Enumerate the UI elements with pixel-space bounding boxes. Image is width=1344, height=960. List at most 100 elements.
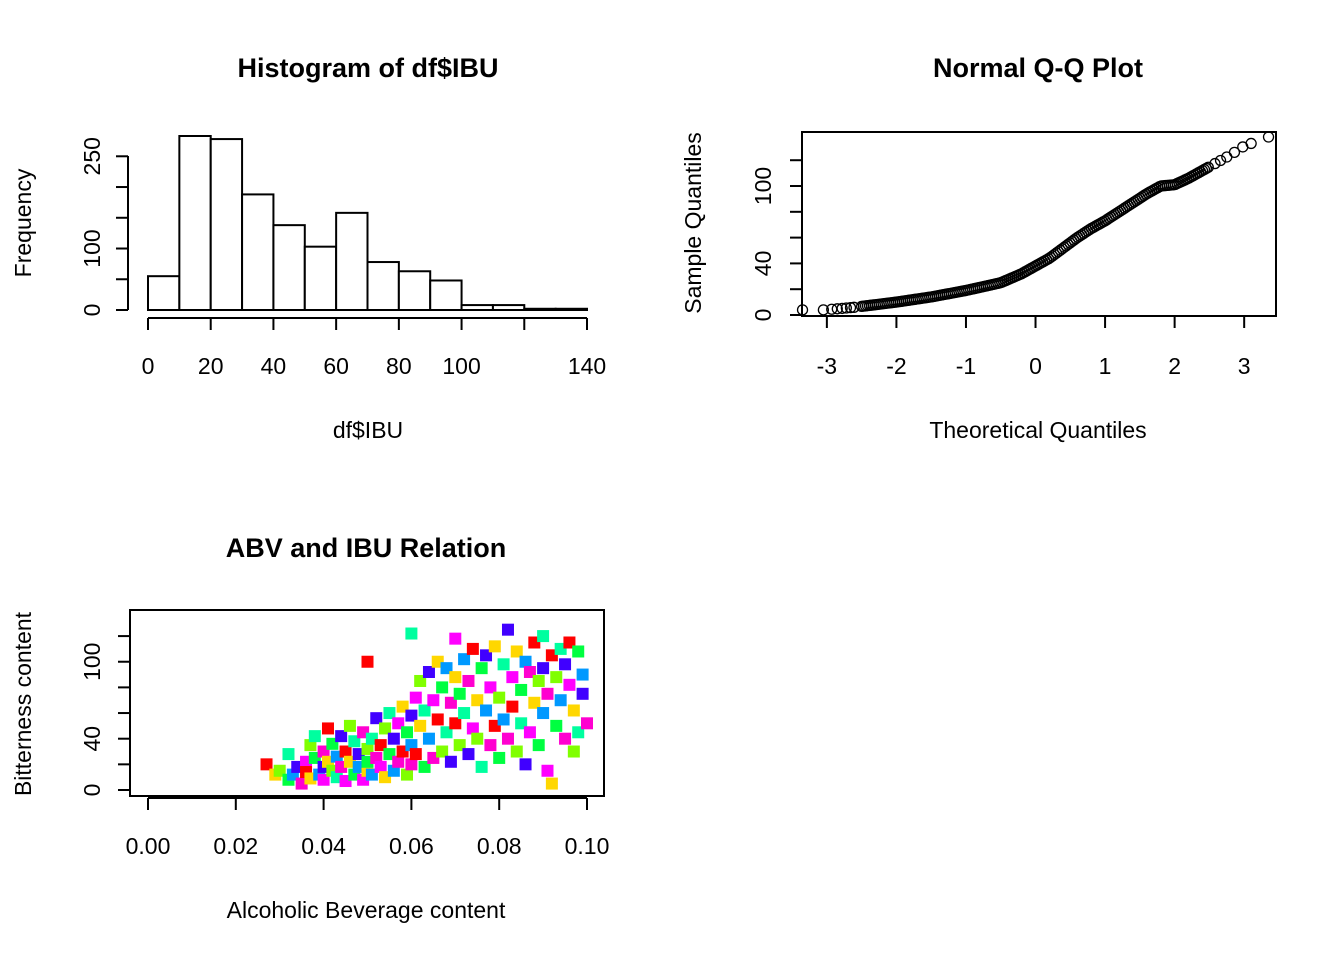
scatter-point	[431, 713, 444, 726]
scatter-point	[374, 760, 387, 773]
scatter-point	[550, 719, 563, 732]
scatter-point	[510, 645, 523, 658]
scatter-point	[422, 666, 435, 678]
scatter-point	[559, 658, 572, 671]
qq-point	[848, 301, 860, 313]
scatter-point	[480, 704, 493, 717]
qq-title: Normal Q-Q Plot	[933, 53, 1143, 83]
histogram-bar	[178, 135, 212, 311]
scatter-point	[537, 630, 550, 643]
qq-x-axis-label: Theoretical Quantiles	[929, 417, 1146, 443]
scatter-point	[576, 668, 589, 681]
histogram-bars	[147, 135, 589, 312]
histogram-title: Histogram of df$IBU	[237, 53, 498, 83]
histogram-bar	[429, 279, 463, 312]
scatter-point	[484, 739, 497, 752]
histogram-x-tick-label: 140	[568, 353, 606, 379]
scatter-y-axis-label: Bitterness content	[10, 611, 36, 796]
scatter-point	[475, 662, 488, 675]
scatter-point	[414, 719, 427, 732]
scatter-point	[401, 726, 414, 739]
histogram-x-tick-label: 0	[142, 353, 155, 379]
histogram-bar	[397, 270, 432, 311]
scatter-point	[519, 655, 532, 668]
scatter-panel: ABV and IBU Relation Alcoholic Beverage …	[10, 533, 609, 923]
scatter-point	[545, 777, 558, 790]
scatter-point	[475, 760, 488, 773]
histogram-y-tick-label: 250	[79, 137, 105, 175]
scatter-point	[510, 745, 523, 758]
histogram-bar	[209, 138, 244, 311]
histogram-y-axis-label: Frequency	[10, 168, 36, 277]
qq-x-tick-label: 3	[1238, 353, 1251, 379]
qq-y-tick-label: 40	[750, 251, 776, 277]
scatter-point	[471, 732, 484, 745]
scatter-point	[572, 645, 585, 658]
scatter-point	[471, 694, 484, 707]
histogram-x-axis-label: df$IBU	[333, 417, 403, 443]
qq-x-tick-label: -2	[886, 353, 906, 379]
histogram-bar	[554, 307, 589, 312]
scatter-point	[321, 722, 334, 735]
qq-point	[1262, 131, 1275, 143]
scatter-x-tick-label: 0.02	[213, 833, 258, 859]
scatter-point	[501, 623, 514, 636]
scatter-point	[379, 722, 392, 735]
qq-x-tick-label: -3	[817, 353, 837, 379]
scatter-x-tick-label: 0.00	[126, 833, 171, 859]
scatter-y-tick-label: 0	[79, 784, 105, 797]
scatter-point	[563, 678, 576, 691]
histogram-bar	[335, 211, 369, 311]
histogram-x-tick-label: 20	[198, 353, 224, 379]
histogram-bar	[272, 224, 306, 311]
scatter-point	[488, 640, 501, 653]
histogram-y-axis: 0 100 250	[79, 137, 129, 316]
scatter-point	[537, 707, 550, 720]
scatter-title: ABV and IBU Relation	[226, 533, 507, 563]
scatter-point	[497, 658, 510, 671]
scatter-point	[462, 748, 475, 761]
qq-point	[1228, 146, 1241, 158]
scatter-point	[515, 683, 528, 696]
histogram-x-tick-label: 40	[261, 353, 287, 379]
qq-x-tick-label: 1	[1099, 353, 1112, 379]
scatter-x-axis: 0.00 0.02 0.04 0.06 0.08 0.10	[126, 797, 609, 859]
scatter-point	[567, 704, 580, 717]
qq-point	[1214, 154, 1227, 167]
scatter-points	[260, 623, 593, 790]
scatter-point	[528, 696, 541, 709]
scatter-point	[427, 694, 440, 707]
qq-points	[796, 131, 1275, 316]
scatter-point	[449, 671, 462, 684]
qq-point	[840, 302, 852, 314]
scatter-point	[458, 653, 471, 666]
scatter-point	[405, 627, 418, 640]
scatter-point	[405, 709, 418, 722]
qq-y-axis-label: Sample Quantiles	[680, 132, 706, 314]
scatter-point	[567, 745, 580, 758]
scatter-x-tick-label: 0.04	[301, 833, 346, 859]
qq-x-tick-label: 0	[1029, 353, 1042, 379]
qq-point	[1209, 157, 1221, 170]
scatter-point	[576, 687, 589, 700]
scatter-point	[405, 758, 418, 771]
scatter-point	[387, 732, 400, 745]
scatter-point	[493, 751, 506, 764]
scatter-point	[401, 768, 414, 781]
qq-x-axis: -3 -2 -1 0 1 2 3	[817, 315, 1251, 379]
histogram-bar	[491, 304, 526, 311]
scatter-point	[484, 681, 497, 694]
qq-point	[831, 303, 843, 315]
scatter-point	[532, 674, 545, 687]
scatter-point	[343, 719, 356, 732]
scatter-point	[444, 755, 457, 768]
qq-point	[1245, 137, 1257, 150]
scatter-point	[462, 674, 475, 687]
scatter-point	[541, 764, 554, 777]
histogram-panel: Histogram of df$IBU df$IBU Frequency 0 20…	[10, 53, 606, 443]
qq-point	[817, 304, 830, 316]
scatter-point	[453, 687, 466, 700]
histogram-bar	[147, 275, 181, 311]
histogram-bar	[303, 245, 338, 311]
